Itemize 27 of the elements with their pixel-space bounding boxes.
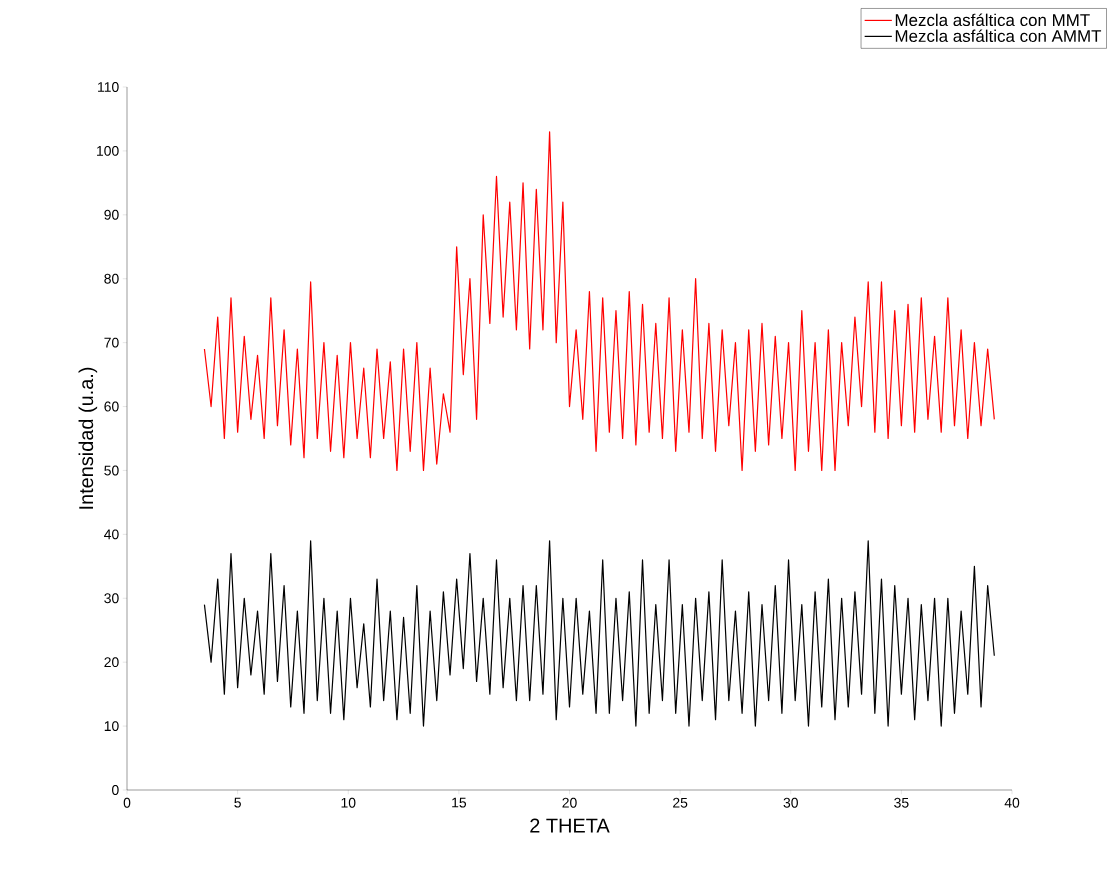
y-tick-label: 0 xyxy=(112,785,119,795)
x-tick-label: 20 xyxy=(562,797,577,808)
legend-label: Mezcla asfáltica con MMT xyxy=(895,13,1090,27)
y-tick-label: 70 xyxy=(104,337,119,348)
y-tick-label: 30 xyxy=(104,593,119,604)
x-tick-label: 5 xyxy=(234,797,241,808)
x-tick-label: 40 xyxy=(1004,797,1020,808)
x-tick-label: 25 xyxy=(673,797,688,808)
y-tick-label: 110 xyxy=(98,82,119,92)
x-tick-label: 35 xyxy=(894,797,909,808)
y-tick-label: 20 xyxy=(104,657,119,668)
y-tick-label: 100 xyxy=(97,145,119,156)
y-tick-label: 80 xyxy=(104,273,119,284)
y-tick-label: 60 xyxy=(104,401,119,412)
x-tick-label: 10 xyxy=(341,797,356,808)
x-tick-label: 0 xyxy=(123,797,131,808)
x-axis-title: 2 THETA xyxy=(530,818,610,833)
line-series xyxy=(203,540,995,727)
y-tick-label: 40 xyxy=(104,529,119,540)
y-axis-title: Intensidad (u.a.) xyxy=(78,367,98,509)
y-tick-label: 50 xyxy=(104,465,119,476)
x-tick-label: 15 xyxy=(452,797,467,808)
y-tick-label: 10 xyxy=(104,721,119,732)
y-tick-label: 90 xyxy=(104,209,119,220)
legend-label: Mezcla asfáltica con AMMT xyxy=(895,29,1102,43)
line-series xyxy=(203,131,995,472)
x-tick-label: 30 xyxy=(783,797,798,808)
